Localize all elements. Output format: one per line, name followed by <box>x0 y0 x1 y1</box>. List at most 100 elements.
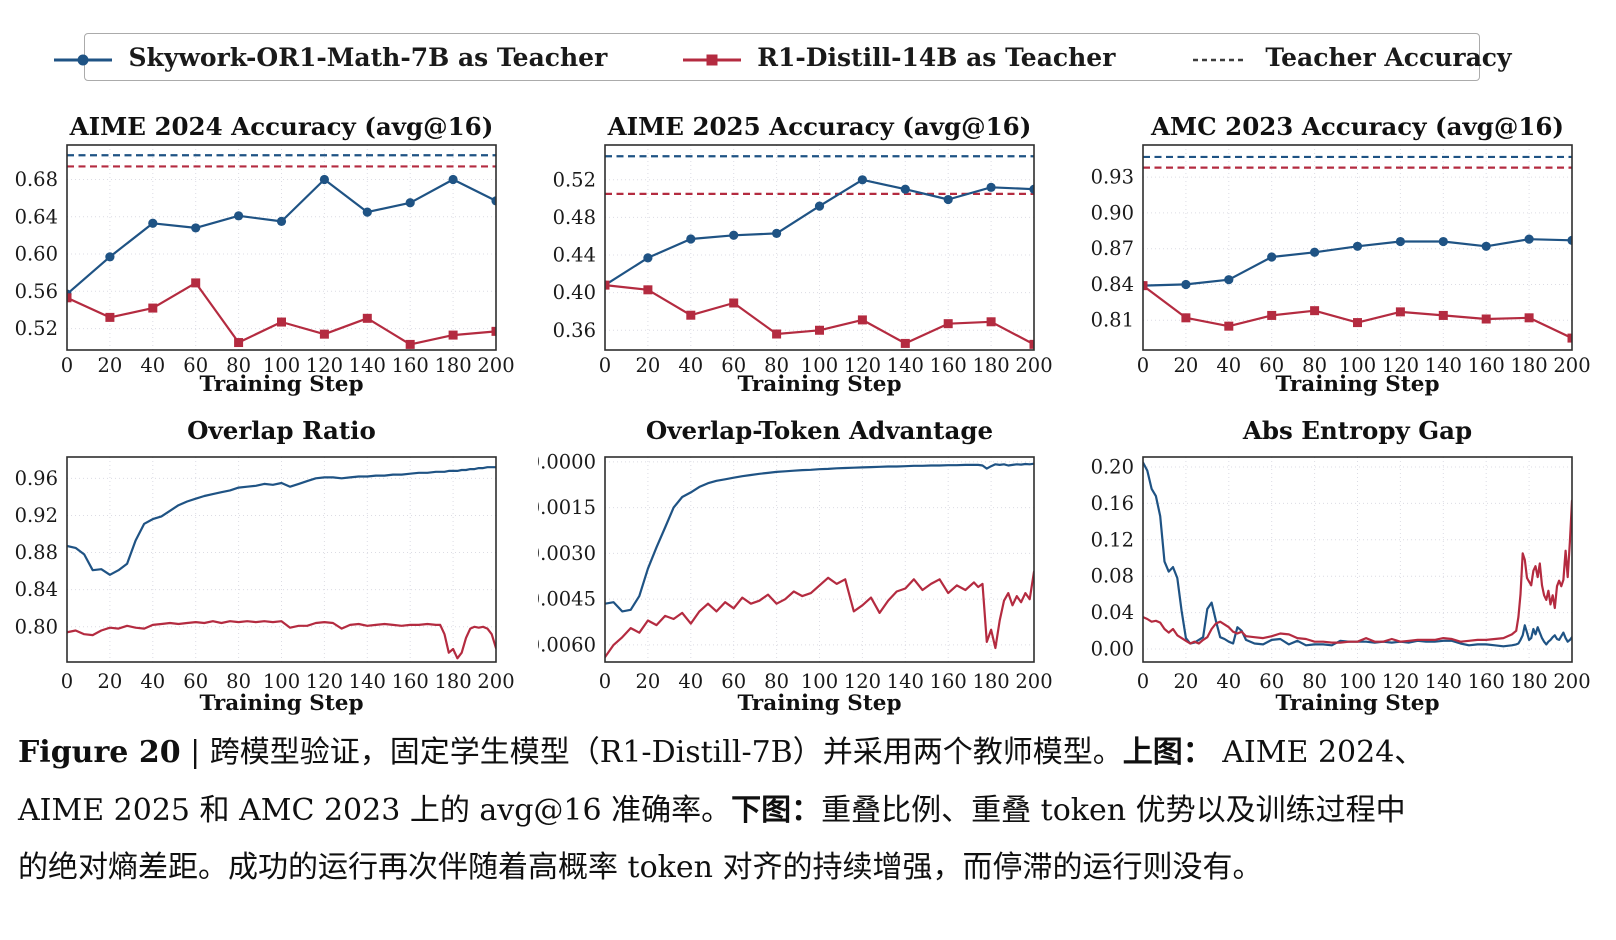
legend-marker-graphic <box>1193 58 1248 62</box>
x-axis-label: Training Step <box>200 372 364 397</box>
data-point-circle <box>276 216 287 227</box>
caption-line: AIME 2025 和 AMC 2023 上的 avg@16 准确率。下图：重叠… <box>18 782 1600 840</box>
red-series-line <box>67 620 496 660</box>
data-point-circle <box>1524 234 1534 244</box>
x-tick-label: 140 <box>887 354 924 377</box>
data-point-square <box>986 317 996 327</box>
data-point-circle <box>234 211 244 221</box>
data-point-circle <box>448 174 458 185</box>
y-tick-label: 0.00 <box>1091 637 1134 660</box>
x-axis-label: Training Step <box>1276 372 1440 397</box>
y-tick-label: 0.44 <box>553 244 596 267</box>
red-series-group <box>605 570 1034 659</box>
data-point-square <box>1353 318 1362 328</box>
data-point-circle <box>772 228 782 238</box>
x-tick-label: 140 <box>349 354 386 377</box>
data-point-circle <box>729 230 739 240</box>
x-tick-label: 60 <box>183 670 208 693</box>
aime-2025-plot: 0.36 0.40 0.44 0.48 0.52 0 20 40 60 80 100 120 140 16… <box>553 112 1053 397</box>
plot-border <box>1142 456 1573 663</box>
data-point-square <box>857 315 867 325</box>
blue-series-group <box>1143 461 1572 648</box>
x-tick-label: 140 <box>1425 670 1462 693</box>
x-tick-label: 100 <box>263 354 300 377</box>
x-tick-label: 20 <box>635 670 660 693</box>
caption-line: Figure 20 | 跨模型验证，固定学生模型（R1-Distill-7B）并… <box>18 724 1600 782</box>
chart-aime-2025: 0.36 0.40 0.44 0.48 0.52 0 20 40 60 80 100 120 140 16… <box>538 105 1058 401</box>
plot-border <box>604 144 1035 351</box>
y-tick-label: −0.0015 <box>538 496 596 519</box>
chart-title: Overlap-Token Advantage <box>646 416 993 445</box>
y-tick-label: 0.20 <box>1091 456 1134 479</box>
data-point-square <box>1438 310 1448 320</box>
data-point-square <box>1567 333 1572 343</box>
red-series-group <box>67 278 496 349</box>
data-point-circle <box>643 253 653 263</box>
x-tick-label: 20 <box>1173 670 1198 693</box>
x-tick-label: 180 <box>972 670 1009 693</box>
data-point-circle <box>405 198 415 208</box>
y-tick-label: 0.40 <box>553 281 596 304</box>
x-tick-label: 80 <box>764 354 789 377</box>
data-point-square <box>900 338 910 348</box>
figure-caption: Figure 20 | 跨模型验证，固定学生模型（R1-Distill-7B）并… <box>18 724 1600 897</box>
chart-title: AIME 2025 Accuracy (avg@16) <box>607 112 1032 141</box>
x-tick-label: 60 <box>721 354 746 377</box>
data-point-circle <box>1029 184 1034 194</box>
chart-aime-2024: 0.52 0.56 0.60 0.64 0.68 0 20 40 60 80 100 120 140 16… <box>0 105 520 401</box>
x-tick-label: 0 <box>61 670 73 693</box>
x-tick-label: 40 <box>678 670 703 693</box>
x-tick-label: 180 <box>434 354 471 377</box>
x-tick-label: 40 <box>1216 354 1241 377</box>
data-point-circle <box>1481 241 1491 251</box>
x-tick-label: 20 <box>97 354 122 377</box>
y-tick-label: 0.87 <box>1091 237 1134 260</box>
x-tick-label: 20 <box>635 354 660 377</box>
x-tick-label: 120 <box>844 354 881 377</box>
data-point-circle <box>319 174 329 185</box>
y-tick-label: 0.52 <box>15 317 58 340</box>
y-tick-label: −0.0060 <box>538 633 596 656</box>
data-point-square <box>1481 314 1491 324</box>
plot-border <box>66 456 497 663</box>
x-tick-label: 160 <box>1468 354 1505 377</box>
x-tick-label: 0 <box>599 354 611 377</box>
x-tick-label: 80 <box>764 670 789 693</box>
x-tick-label: 0 <box>1137 670 1149 693</box>
data-point-circle <box>943 194 953 205</box>
legend-label-teacher-accuracy: Teacher Accuracy <box>1265 42 1512 72</box>
x-tick-label: 180 <box>1510 670 1547 693</box>
caption-text-segment: AIME 2025 和 AMC 2023 上的 avg@16 准确率。 <box>18 792 732 828</box>
red-series-line <box>1143 499 1572 645</box>
data-point-circle <box>686 234 696 244</box>
caption-line: 的绝对熵差距。成功的运行再次伴随着高概率 token 对齐的持续增强，而停滞的运… <box>18 839 1600 897</box>
x-tick-label: 20 <box>1173 354 1198 377</box>
caption-bold-segment: Figure 20 <box>18 735 181 770</box>
x-tick-label: 0 <box>599 670 611 693</box>
x-tick-label: 160 <box>930 670 967 693</box>
data-point-circle <box>148 218 158 228</box>
x-tick-label: 120 <box>1382 354 1419 377</box>
chart-title: AIME 2024 Accuracy (avg@16) <box>69 112 494 141</box>
x-tick-label: 0 <box>61 354 73 377</box>
y-tick-label: 0.80 <box>15 615 58 638</box>
data-point-circle <box>900 184 910 194</box>
red-series-group <box>1143 499 1572 645</box>
x-tick-label: 80 <box>226 354 251 377</box>
x-tick-label: 200 <box>1015 670 1052 693</box>
x-tick-label: 120 <box>1382 670 1419 693</box>
y-tick-label: 0.90 <box>1091 201 1134 224</box>
data-point-square <box>148 303 158 313</box>
blue-series-line <box>67 178 496 296</box>
data-point-square <box>191 278 201 288</box>
x-axis-label: Training Step <box>738 372 902 397</box>
x-tick-label: 40 <box>1216 670 1241 693</box>
chart-title: AMC 2023 Accuracy (avg@16) <box>1150 112 1564 141</box>
x-tick-label: 100 <box>801 354 838 377</box>
chart-title: Overlap Ratio <box>187 416 376 445</box>
y-tick-label: 0.52 <box>553 168 596 191</box>
x-tick-label: 80 <box>226 670 251 693</box>
data-point-square <box>105 312 115 322</box>
